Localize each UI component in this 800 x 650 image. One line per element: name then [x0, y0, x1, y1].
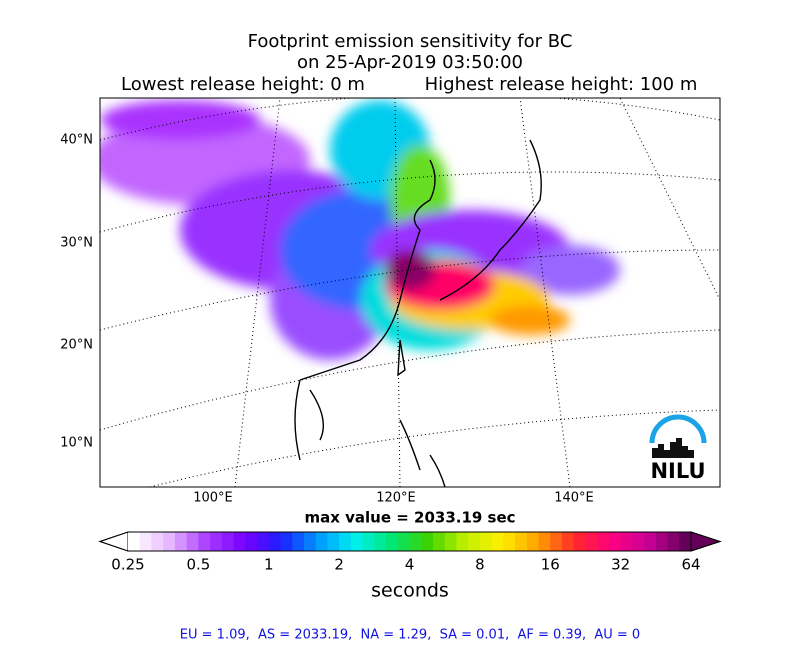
colorbar-cell: [374, 532, 387, 551]
colorbar-cell: [468, 532, 481, 551]
colorbar-cell: [479, 532, 493, 551]
colorbar-cell: [491, 532, 504, 551]
colorbar-cell: [597, 532, 610, 551]
colorbar-cell: [667, 532, 680, 551]
colorbar-label: seconds: [371, 580, 449, 602]
colorbar-cell: [128, 532, 141, 551]
colorbar-cell: [608, 532, 622, 551]
colorbar-cell: [245, 532, 258, 551]
lon-label: 120°E: [376, 491, 416, 506]
colorbar-cell: [679, 532, 692, 551]
colorbar-cell: [174, 532, 188, 551]
logo: NILU: [649, 414, 707, 483]
colorbar-cell: [585, 532, 598, 551]
colorbar-cell: [257, 532, 270, 551]
colorbar-cell: [151, 532, 164, 551]
colorbar-cell: [221, 532, 235, 551]
lon-label: 100°E: [193, 491, 233, 506]
lon-label: 140°E: [554, 491, 594, 506]
colorbar-tick-label: 32: [611, 556, 630, 574]
lat-label: 20°N: [60, 338, 93, 353]
colorbar-cell: [210, 532, 223, 551]
footer: EU = 1.09, AS = 2033.19, NA = 1.29, SA =…: [180, 628, 640, 643]
colorbar-cell: [339, 532, 352, 551]
colorbar-tick-label: 16: [541, 556, 560, 574]
title-line: Footprint emission sensitivity for BC: [248, 31, 573, 52]
colorbar-cell: [644, 532, 657, 551]
colorbar-cell: [573, 532, 586, 551]
colorbar-cell: [620, 532, 633, 551]
colorbar-cell: [303, 532, 317, 551]
lat-label: 10°N: [60, 436, 93, 451]
graticule: [100, 98, 720, 487]
colorbar-cell: [550, 532, 563, 551]
colorbar-cell: [186, 532, 199, 551]
coastline: [294, 139, 542, 487]
colorbar-cell: [503, 532, 516, 551]
colorbar-cell: [386, 532, 399, 551]
map-frame: [99, 97, 721, 488]
colorbar-tick-label: 0.5: [186, 556, 210, 574]
colorbar-cell: [362, 532, 375, 551]
colorbar-cell: [432, 532, 446, 551]
max-value: max value = 2033.19 sec: [304, 509, 515, 527]
colorbar-cell: [280, 532, 293, 551]
colorbar-tick-label: 4: [405, 556, 415, 574]
colorbar-frame: [98, 531, 722, 552]
lat-label: 40°N: [60, 133, 93, 148]
colorbar: 0.25 0.5 1 2 4 8 16 32 64: [98, 531, 722, 574]
colorbar-cell: [327, 532, 340, 551]
colorbar-cell: [409, 532, 422, 551]
colorbar-cell: [233, 532, 246, 551]
colorbar-tick-label: 64: [681, 556, 700, 574]
release-high: Highest release height: 100 m: [425, 74, 698, 95]
colorbar-cell: [538, 532, 551, 551]
map: NILU: [100, 98, 720, 487]
colorbar-cell: [655, 532, 669, 551]
colorbar-cell: [292, 532, 305, 551]
colorbar-end: [98, 531, 129, 552]
colorbar-cell: [268, 532, 281, 551]
colorbar-tick-label: 0.25: [111, 556, 144, 574]
colorbar-cell: [139, 532, 152, 551]
colorbar-cell: [315, 532, 328, 551]
release-low: Lowest release height: 0 m: [121, 74, 365, 95]
colorbar-cell: [444, 532, 457, 551]
lat-label: 30°N: [60, 236, 93, 251]
colorbar-cell: [198, 532, 211, 551]
colorbar-tick-label: 1: [264, 556, 274, 574]
colorbar-tick-label: 2: [334, 556, 344, 574]
colorbar-cell: [561, 532, 575, 551]
colorbar-end: [690, 531, 722, 552]
title-line: on 25-Apr-2019 03:50:00: [297, 52, 523, 73]
logo-text: NILU: [650, 459, 705, 483]
colorbar-tick-label: 8: [475, 556, 485, 574]
colorbar-cell: [421, 532, 434, 551]
colorbar-cell: [632, 532, 645, 551]
colorbar-cell: [456, 532, 469, 551]
colorbar-cell: [526, 532, 540, 551]
colorbar-cell: [515, 532, 528, 551]
colorbar-cell: [350, 532, 364, 551]
colorbar-cell: [397, 532, 410, 551]
colorbar-cell: [163, 532, 176, 551]
